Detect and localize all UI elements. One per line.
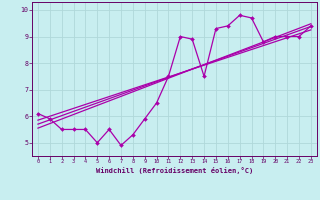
X-axis label: Windchill (Refroidissement éolien,°C): Windchill (Refroidissement éolien,°C) <box>96 167 253 174</box>
